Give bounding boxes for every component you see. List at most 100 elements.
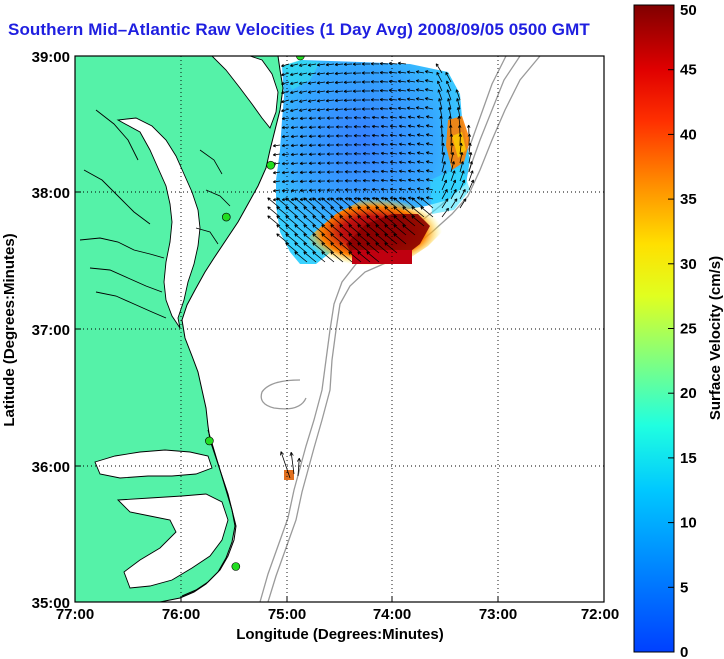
- velocity-arrow: [330, 215, 344, 227]
- velocity-arrow: [281, 170, 290, 175]
- x-tick-label: 74:00: [373, 606, 411, 623]
- velocity-arrow: [281, 99, 290, 104]
- velocity-arrow: [425, 160, 434, 164]
- velocity-arrow: [371, 178, 380, 183]
- velocity-arrow: [425, 115, 434, 119]
- velocity-arrow: [299, 152, 308, 157]
- velocity-arrow: [362, 160, 371, 165]
- velocity-arrow: [290, 125, 299, 130]
- velocity-arrow: [370, 98, 380, 102]
- velocity-arrow: [353, 179, 362, 183]
- velocity-arrow: [303, 233, 317, 245]
- velocity-arrow: [343, 71, 353, 76]
- colorbar-tick-label: 30: [680, 256, 697, 273]
- velocity-arrow: [450, 142, 454, 155]
- river-patuxent: [83, 169, 151, 225]
- velocity-arrow: [335, 116, 344, 120]
- velocity-arrow: [411, 197, 425, 209]
- velocity-arrow: [317, 179, 326, 183]
- velocity-arrow: [281, 143, 290, 148]
- velocity-arrow: [289, 108, 299, 113]
- velocity-arrow: [312, 251, 326, 263]
- velocity-arrow: [299, 188, 308, 193]
- velocity-arrow: [339, 215, 353, 227]
- velocity-arrow: [281, 161, 290, 166]
- velocity-arrow: [425, 142, 434, 146]
- velocity-arrow: [281, 72, 290, 77]
- y-tick-label: 36:00: [32, 459, 70, 476]
- velocity-arrow: [285, 242, 299, 254]
- velocity-arrow: [344, 161, 353, 165]
- velocity-arrow: [416, 151, 425, 155]
- station-marker: [296, 56, 305, 61]
- velocity-arrow: [272, 170, 281, 175]
- velocity-arrow: [281, 108, 290, 113]
- velocity-arrow: [298, 81, 308, 85]
- velocity-arrow: [325, 71, 335, 76]
- velocity-arrow: [446, 80, 452, 92]
- velocity-arrow: [393, 197, 407, 209]
- velocity-arrow: [312, 233, 326, 245]
- velocity-arrow: [393, 206, 407, 218]
- colorbar-label: Surface Velocity (cm/s): [707, 256, 724, 420]
- velocity-arrow: [335, 152, 344, 156]
- velocity-arrow: [370, 71, 380, 75]
- velocity-arrow: [280, 451, 291, 479]
- station-marker: [231, 562, 241, 571]
- velocity-arrow: [281, 134, 290, 139]
- velocity-arrow: [407, 187, 416, 191]
- velocity-arrow: [317, 161, 326, 165]
- colorbar-tick-label: 50: [680, 2, 697, 19]
- velocity-arrow: [352, 71, 362, 75]
- velocity-arrow: [281, 179, 290, 184]
- velocity-arrow: [459, 142, 463, 155]
- velocity-arrow: [344, 179, 353, 183]
- velocity-arrow: [416, 115, 425, 119]
- x-tick-label: 75:00: [268, 606, 306, 623]
- velocity-arrow: [425, 133, 434, 137]
- velocity-arrow: [379, 79, 389, 84]
- colorbar-tick-label: 20: [680, 385, 697, 402]
- velocity-arrow: [285, 224, 299, 236]
- velocity-arrow: [308, 170, 317, 174]
- velocity-arrow: [407, 160, 416, 164]
- velocity-arrow: [384, 206, 398, 218]
- velocity-arrow: [370, 62, 380, 66]
- velocity-arrow: [326, 116, 335, 120]
- velocity-arrow: [316, 90, 326, 94]
- velocity-arrow: [298, 72, 308, 76]
- velocity-arrow: [312, 215, 326, 227]
- velocity-arrow: [290, 161, 299, 166]
- velocity-arrow: [357, 224, 371, 236]
- velocity-arrow: [402, 206, 416, 218]
- velocity-arrow: [425, 178, 434, 182]
- velocity-arrow: [339, 251, 353, 263]
- velocity-arrow: [375, 224, 389, 236]
- velocity-arrow: [330, 224, 344, 236]
- velocity-arrow: [326, 152, 335, 156]
- velocity-arrow: [425, 151, 434, 155]
- velocity-arrow: [335, 134, 344, 138]
- velocity-arrow: [402, 197, 416, 209]
- velocity-arrow: [308, 143, 317, 147]
- velocity-arrow: [316, 63, 326, 67]
- velocity-arrow: [398, 151, 407, 155]
- velocity-arrow: [371, 187, 380, 192]
- velocity-arrow: [362, 151, 371, 156]
- velocity-arrow: [362, 196, 371, 201]
- velocity-arrow: [343, 80, 353, 85]
- velocity-arrow: [380, 124, 389, 129]
- velocity-arrow: [397, 106, 407, 111]
- velocity-arrow: [307, 72, 317, 76]
- barrier-islands: [181, 429, 237, 597]
- velocity-arrow: [335, 188, 344, 192]
- velocity-arrow: [267, 215, 281, 227]
- velocity-arrow: [388, 88, 398, 93]
- velocity-arrow: [353, 197, 362, 201]
- velocity-arrow: [366, 206, 380, 218]
- velocity-arrow: [468, 142, 472, 155]
- velocity-arrow: [379, 97, 389, 102]
- velocity-arrow: [299, 161, 308, 166]
- x-tick-label: 77:00: [56, 606, 94, 623]
- y-tick-label: 38:00: [32, 185, 70, 202]
